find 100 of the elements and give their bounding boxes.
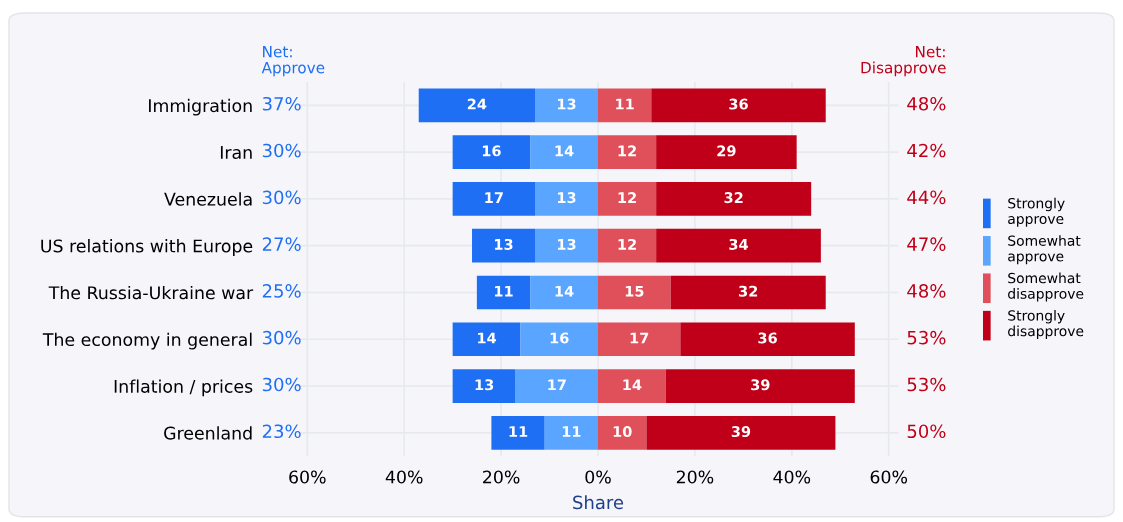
y-tick-label: Immigration — [149, 98, 252, 116]
bar — [656, 228, 821, 263]
data-label: 24 — [467, 98, 487, 110]
bar — [452, 135, 531, 169]
data-label: 39 — [751, 379, 770, 391]
annotation: 30% — [262, 377, 301, 392]
data-label: 11 — [495, 285, 513, 297]
annotation: 23% — [262, 424, 301, 439]
bar — [598, 275, 671, 310]
data-label: 11 — [616, 98, 634, 110]
text: 48% — [907, 284, 946, 298]
data-label: 14 — [555, 145, 574, 157]
bar — [515, 369, 598, 403]
text: 47% — [907, 237, 946, 251]
bar — [535, 228, 598, 263]
x-tick-label: 20% — [676, 470, 714, 484]
text: Net: Disapprove — [861, 46, 946, 77]
annotation: 30% — [262, 190, 301, 205]
bar — [452, 182, 536, 216]
x-axis-title: Share — [573, 495, 624, 510]
bar — [670, 275, 826, 310]
x-tick-label: 40% — [385, 470, 423, 484]
data-label: 17 — [630, 332, 649, 344]
y-tick-label: US relations with Europe — [41, 239, 253, 256]
data-label: 36 — [758, 332, 777, 344]
bar — [530, 135, 598, 169]
bar — [598, 369, 666, 403]
data-label: 32 — [724, 192, 743, 204]
data-label: 13 — [558, 238, 576, 250]
bar — [535, 182, 598, 216]
data-label: 14 — [623, 379, 642, 391]
data-label: 32 — [739, 285, 758, 297]
text: 42% — [907, 143, 946, 158]
y-tick-label: Venezuela — [164, 192, 252, 206]
data-label: 39 — [731, 426, 751, 438]
bar — [656, 182, 812, 216]
x-tick-label: 60% — [289, 470, 326, 484]
x-tick-label: 40% — [773, 470, 811, 484]
bar — [544, 415, 598, 450]
bar — [656, 135, 797, 169]
y-tick-label: Iran — [220, 146, 252, 159]
bar — [520, 322, 598, 357]
data-label: 10 — [613, 426, 632, 438]
bar — [598, 228, 657, 263]
legend-label: Strongly disapprove — [1008, 309, 1084, 339]
bar — [530, 275, 598, 310]
y-tick-label: Inflation / prices — [114, 379, 253, 397]
text: 53% — [907, 330, 946, 345]
bar — [598, 322, 681, 357]
data-label: 14 — [555, 285, 574, 297]
x-tick-label: 20% — [483, 470, 520, 484]
bar — [680, 322, 855, 357]
data-label: 17 — [548, 379, 566, 391]
data-label: 13 — [475, 379, 494, 391]
y-tick-label: The Russia-Ukraine war — [48, 285, 254, 300]
data-label: 11 — [509, 426, 528, 437]
bar — [598, 135, 657, 169]
annotation: 30% — [262, 143, 301, 158]
bar — [598, 88, 652, 123]
bar — [452, 369, 516, 403]
y-tick-label: Greenland — [164, 426, 252, 440]
text: 50% — [907, 424, 946, 439]
annotation: 25% — [262, 284, 301, 298]
data-label: 17 — [485, 192, 503, 203]
data-label: 12 — [618, 238, 636, 250]
annotation: 37% — [262, 96, 301, 111]
annotation: 27% — [262, 237, 301, 251]
data-label: 13 — [495, 238, 513, 250]
text: Net: Approve — [261, 46, 325, 77]
data-label: 16 — [550, 332, 569, 344]
data-label: 29 — [717, 145, 736, 157]
data-label: 11 — [562, 426, 581, 437]
y-tick-label: The economy in general — [42, 332, 252, 350]
data-label: 15 — [625, 285, 644, 297]
bar — [598, 415, 647, 450]
legend-label: Somewhat disapprove — [1008, 272, 1084, 302]
bar — [476, 275, 531, 310]
bar — [598, 182, 657, 216]
bar — [452, 322, 521, 357]
bar — [646, 415, 836, 450]
bar — [535, 88, 598, 123]
legend-label: Strongly approve — [1008, 197, 1065, 227]
legend-label: Somewhat approve — [1008, 235, 1081, 265]
annotation: 30% — [262, 330, 301, 345]
x-tick-label: 60% — [870, 470, 908, 484]
bar — [491, 415, 545, 450]
data-label: 34 — [729, 238, 748, 250]
bar — [651, 88, 826, 123]
data-label: 12 — [618, 192, 636, 203]
text: 48% — [907, 96, 946, 111]
data-label: 13 — [558, 192, 576, 204]
bar — [418, 88, 536, 123]
data-label: 12 — [618, 145, 636, 157]
bar — [665, 369, 855, 403]
data-label: 16 — [482, 145, 501, 157]
text: 53% — [907, 377, 946, 392]
data-label: 14 — [478, 332, 497, 344]
text: 44% — [907, 190, 946, 205]
data-label: 36 — [729, 98, 748, 110]
data-label: 13 — [558, 98, 576, 110]
